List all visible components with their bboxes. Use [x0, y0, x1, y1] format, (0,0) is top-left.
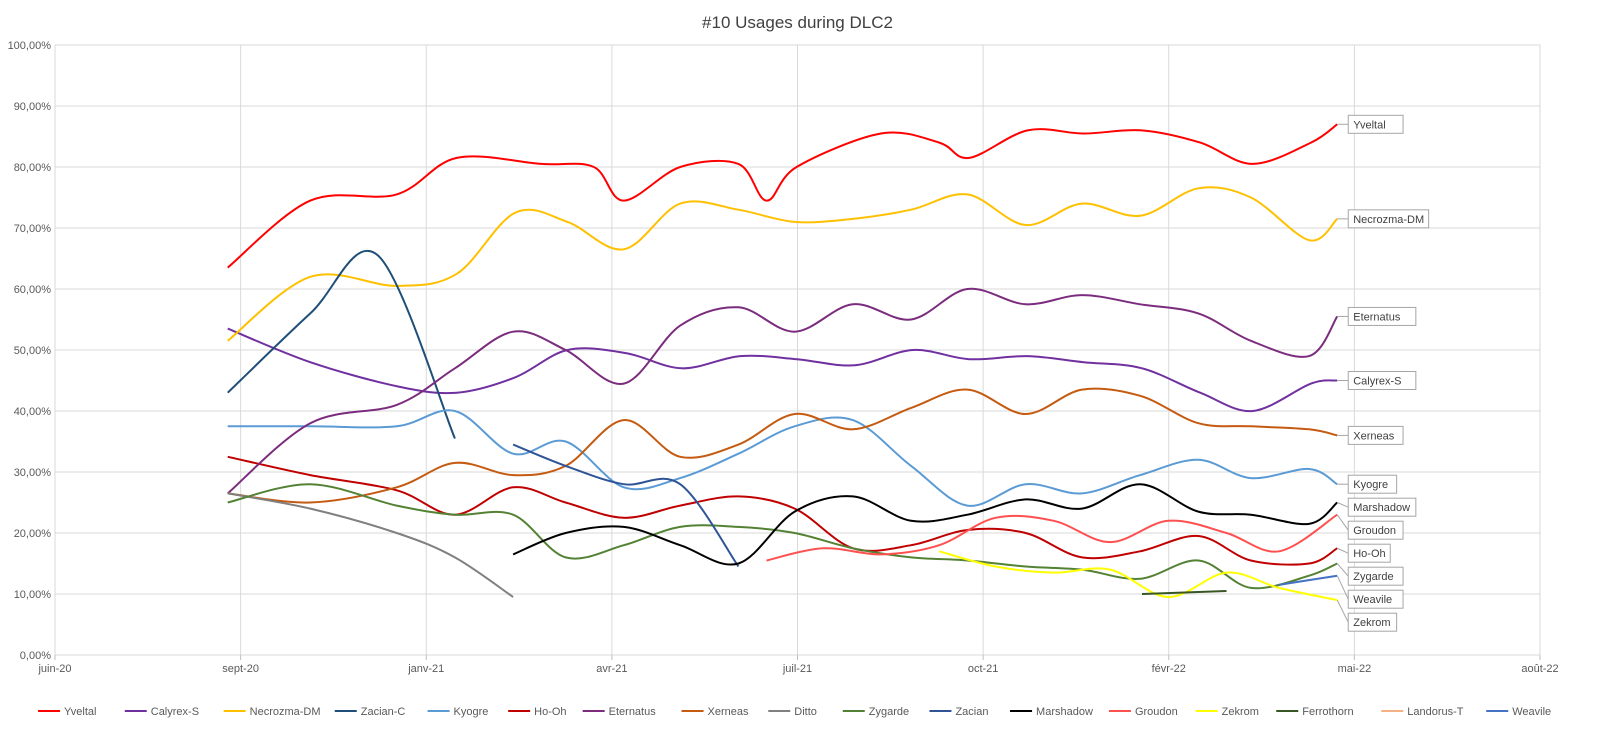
- legend-label-ditto: Ditto: [794, 706, 817, 718]
- legend-label-zekrom: Zekrom: [1222, 706, 1259, 718]
- y-tick-label: 40,00%: [14, 406, 52, 418]
- data-label-zygarde: Zygarde: [1353, 571, 1393, 583]
- data-label-box: [1347, 612, 1398, 632]
- series-line-weavile: [1278, 574, 1338, 586]
- data-label-leader: [1337, 547, 1349, 554]
- data-label-leader: [1336, 514, 1349, 531]
- data-label-box: [1347, 371, 1417, 390]
- data-label-kyogre: Kyogre: [1353, 479, 1388, 491]
- series-line-calyrex-s: [227, 327, 1338, 413]
- y-tick-label: 30,00%: [14, 467, 52, 479]
- x-tick-label: août-22: [1521, 663, 1558, 675]
- data-label-weavile: Weavile: [1353, 594, 1392, 606]
- series-line-yveltal: [227, 123, 1338, 269]
- y-tick-label: 90,00%: [14, 101, 52, 113]
- x-tick-label: juin-20: [37, 663, 71, 675]
- data-label-box: [1347, 497, 1417, 517]
- series-line-zacian-c: [227, 249, 456, 439]
- legend-label-groudon: Groudon: [1135, 706, 1178, 718]
- y-tick-label: 70,00%: [14, 223, 52, 235]
- series-line-zekrom: [938, 550, 1338, 602]
- series-line-kyogre: [227, 409, 1338, 507]
- data-label-box: [1347, 425, 1404, 445]
- x-tick-label: sept-20: [222, 663, 259, 675]
- legend-label-calyrex-s: Calyrex-S: [151, 706, 199, 718]
- data-label-box: [1347, 474, 1398, 494]
- y-tick-label: 50,00%: [14, 345, 52, 357]
- legend-label-yveltal: Yveltal: [64, 706, 96, 718]
- series-line-ho-oh: [227, 455, 1338, 566]
- data-label-leader: [1336, 563, 1349, 577]
- y-tick-label: 60,00%: [14, 284, 52, 296]
- series-line-ditto: [227, 492, 514, 598]
- data-label-box: [1347, 114, 1404, 134]
- series-line-marshadow: [512, 483, 1338, 566]
- legend-label-kyogre: Kyogre: [454, 706, 489, 718]
- legend-label-marshadow: Marshadow: [1036, 706, 1093, 718]
- y-tick-label: 80,00%: [14, 162, 52, 174]
- data-label-ho-oh: Ho-Oh: [1353, 548, 1385, 560]
- y-tick-label: 10,00%: [14, 589, 52, 601]
- y-tick-label: 20,00%: [14, 528, 52, 540]
- legend-label-eternatus: Eternatus: [609, 706, 657, 718]
- series-line-groudon: [766, 513, 1338, 562]
- data-label-box: [1347, 566, 1404, 586]
- data-label-box: [1347, 543, 1391, 563]
- x-tick-label: juil-21: [782, 663, 812, 675]
- data-label-leader: [1336, 599, 1349, 623]
- legend-label-landorus-t: Landorus-T: [1407, 706, 1464, 718]
- legend-label-zacian: Zacian: [955, 706, 988, 718]
- x-tick-label: oct-21: [968, 663, 999, 675]
- y-tick-label: 0,00%: [20, 650, 51, 662]
- data-label-necrozma-dm: Necrozma-DM: [1353, 214, 1424, 226]
- data-label-box: [1347, 306, 1417, 326]
- legend-label-necrozma-dm: Necrozma-DM: [250, 706, 321, 718]
- data-label-eternatus: Eternatus: [1353, 311, 1401, 323]
- x-tick-label: avr-21: [596, 663, 627, 675]
- series-line-zacian: [512, 443, 740, 568]
- x-tick-label: janv-21: [407, 663, 444, 675]
- series-line-eternatus: [227, 287, 1339, 495]
- data-label-yveltal: Yveltal: [1353, 119, 1385, 131]
- series-line-xerneas: [227, 387, 1338, 504]
- legend-label-xerneas: Xerneas: [708, 706, 749, 718]
- data-label-marshadow: Marshadow: [1353, 502, 1410, 514]
- data-label-leader: [1336, 575, 1349, 600]
- legend-label-weavile: Weavile: [1512, 706, 1551, 718]
- x-tick-label: mai-22: [1338, 663, 1372, 675]
- data-label-groudon: Groudon: [1353, 525, 1396, 537]
- data-label-xerneas: Xerneas: [1353, 430, 1394, 442]
- data-label-zekrom: Zekrom: [1353, 617, 1390, 629]
- chart-title: #10 Usages during DLC2: [702, 13, 893, 32]
- data-label-leader: [1337, 502, 1349, 508]
- y-tick-label: 100,00%: [8, 40, 52, 52]
- data-label-box: [1347, 520, 1404, 540]
- legend-label-ferrothorn: Ferrothorn: [1302, 706, 1353, 718]
- legend-label-ho-oh: Ho-Oh: [534, 706, 566, 718]
- series-line-necrozma-dm: [227, 186, 1338, 342]
- x-tick-label: févr-22: [1152, 663, 1186, 675]
- data-label-box: [1347, 589, 1404, 609]
- series-line-zygarde: [227, 483, 1338, 590]
- data-label-box: [1347, 209, 1430, 229]
- series-line-ferrothorn: [1141, 590, 1227, 595]
- legend-label-zacian-c: Zacian-C: [361, 706, 406, 718]
- legend-label-zygarde: Zygarde: [869, 706, 909, 718]
- data-label-calyrex-s: Calyrex-S: [1353, 376, 1401, 388]
